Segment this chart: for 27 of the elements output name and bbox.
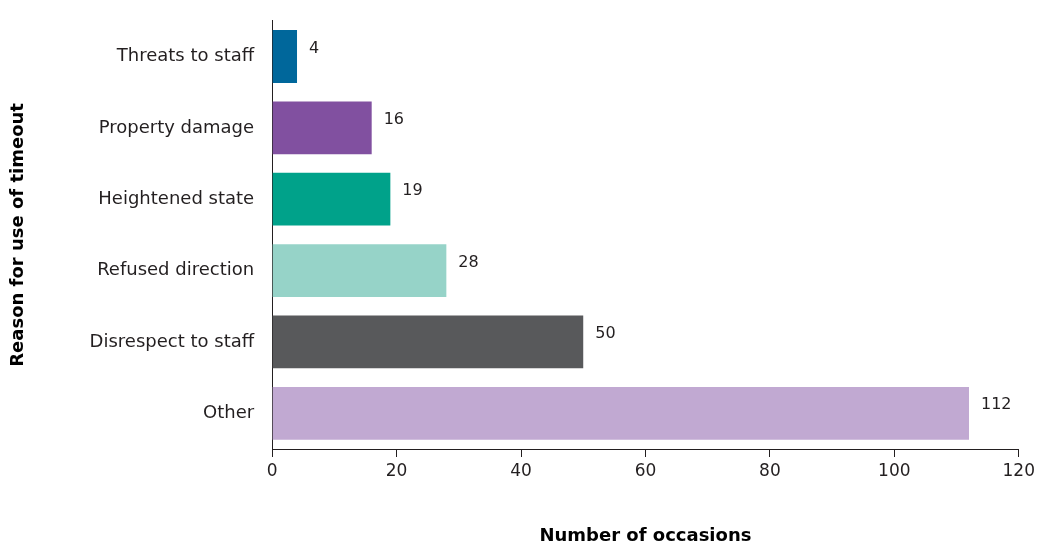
data-label: 28: [458, 251, 479, 271]
data-label: 16: [383, 109, 405, 129]
data-label: 19: [402, 180, 423, 200]
data-label: 112: [981, 394, 1012, 414]
y-tick-label: Refused direction: [97, 258, 255, 280]
bar: [272, 101, 372, 155]
x-tick-label: 60: [634, 459, 657, 480]
bar: [272, 315, 584, 369]
bar: [272, 30, 298, 83]
y-tick-label: Heightened state: [98, 186, 255, 208]
y-tick-label: Threats to staff: [115, 44, 255, 66]
x-tick-label: 0: [266, 459, 278, 480]
x-tick-label: 80: [759, 459, 781, 480]
y-tick-label: Property damage: [98, 115, 255, 137]
y-tick-label: Other: [203, 400, 255, 422]
x-tick-label: 20: [385, 459, 408, 480]
data-label: 50: [595, 323, 616, 343]
y-axis-title: Reason for use of timeout: [6, 102, 28, 367]
x-tick-label: 120: [1002, 459, 1035, 480]
bar: [272, 244, 447, 297]
x-axis-title: Number of occasions: [539, 523, 752, 545]
bar: [272, 172, 391, 226]
x-tick-label: 40: [510, 459, 532, 480]
bar: [272, 386, 969, 440]
x-tick-label: 100: [878, 459, 911, 480]
y-tick-label: Disrespect to staff: [89, 329, 255, 351]
data-label: 4: [309, 37, 320, 57]
